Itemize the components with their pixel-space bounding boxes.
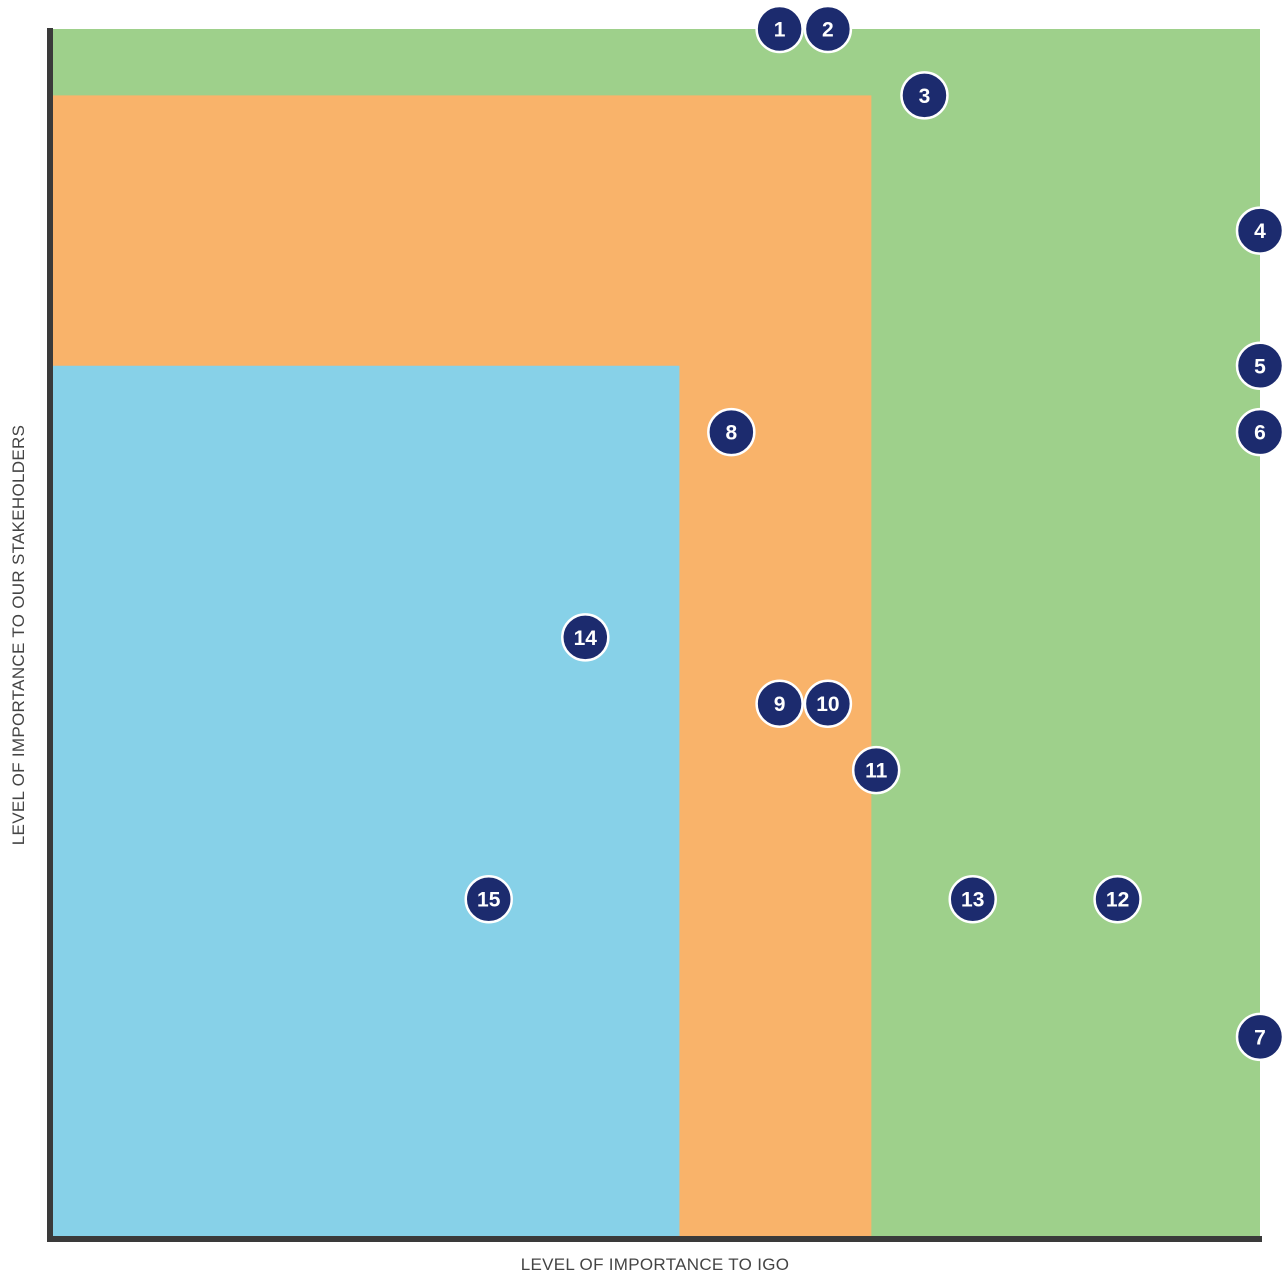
y-axis-title: LEVEL OF IMPORTANCE TO OUR STAKEHOLDERS [9, 425, 28, 845]
marker-label: 4 [1254, 220, 1266, 243]
marker-label: 7 [1254, 1026, 1266, 1049]
marker-circle [851, 745, 901, 795]
issue-marker-13: 13 [948, 874, 997, 924]
x-axis-title: LEVEL OF IMPORTANCE TO IGO [521, 1255, 790, 1274]
marker-circle [707, 407, 756, 457]
marker-label: 10 [816, 693, 839, 716]
issue-marker-7: 7 [1235, 1012, 1285, 1062]
zone-layer [53, 29, 1260, 1236]
issue-marker-6: 6 [1235, 407, 1285, 457]
issue-marker-3: 3 [900, 71, 949, 120]
issue-marker-1: 1 [755, 4, 804, 54]
issue-marker-12: 12 [1093, 874, 1142, 924]
marker-label: 13 [961, 889, 984, 912]
marker-circle [1235, 407, 1285, 457]
issue-marker-2: 2 [803, 4, 853, 54]
marker-label: 8 [725, 422, 737, 445]
marker-label: 12 [1106, 889, 1129, 912]
marker-label: 5 [1254, 355, 1266, 378]
marker-circle [803, 4, 853, 54]
marker-label: 2 [822, 19, 834, 42]
marker-circle [1235, 1012, 1285, 1062]
issue-marker-14: 14 [561, 613, 610, 662]
issue-marker-5: 5 [1235, 341, 1285, 391]
marker-circle [561, 613, 610, 662]
marker-label: 6 [1254, 422, 1266, 445]
zone-3 [53, 365, 680, 1236]
issue-marker-8: 8 [707, 407, 756, 457]
marker-circle [1093, 874, 1142, 924]
marker-label: 11 [865, 760, 888, 783]
issue-marker-11: 11 [851, 745, 901, 795]
marker-circle [1235, 206, 1285, 255]
marker-circle [803, 679, 853, 728]
issue-marker-4: 4 [1235, 206, 1285, 255]
marker-label: 9 [774, 693, 786, 716]
marker-label: 1 [774, 19, 786, 42]
marker-label: 14 [574, 627, 598, 650]
issue-marker-15: 15 [464, 874, 513, 924]
issue-marker-9: 9 [755, 679, 804, 728]
marker-circle [1235, 341, 1285, 391]
issue-marker-10: 10 [803, 679, 853, 728]
marker-circle [900, 71, 949, 120]
marker-label: 3 [919, 85, 931, 108]
marker-circle [948, 874, 997, 924]
marker-circle [464, 874, 513, 924]
marker-label: 15 [477, 889, 501, 912]
marker-circle [755, 679, 804, 728]
marker-circle [755, 4, 804, 54]
